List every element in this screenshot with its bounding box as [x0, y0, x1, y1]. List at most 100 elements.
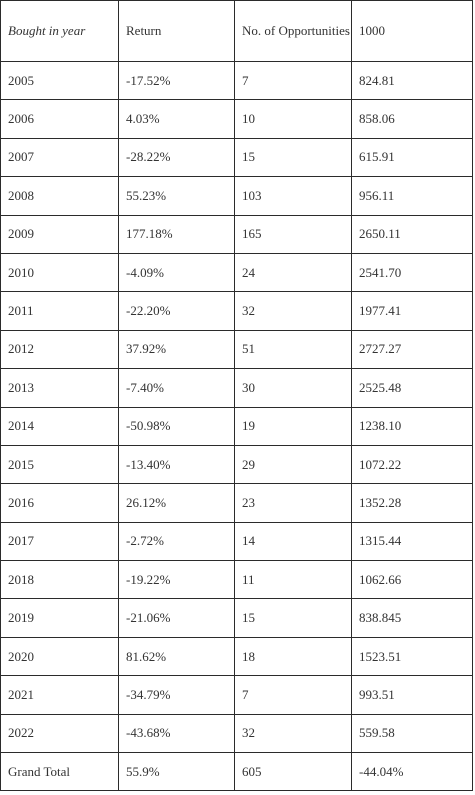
header-opportunities: No. of Opportunities — [234, 0, 352, 62]
cell-return: 177.18% — [118, 214, 235, 254]
cell-value: 1352.28 — [351, 483, 473, 523]
cell-year: 2016 — [0, 483, 119, 523]
cell-return: -43.68% — [118, 713, 235, 754]
header-year: Bought in year — [0, 0, 119, 62]
cell-year: 2013 — [0, 368, 119, 408]
grand-total-label: Grand Total — [0, 752, 119, 792]
cell-year: 2008 — [0, 176, 119, 216]
cell-return: 81.62% — [118, 636, 235, 677]
cell-year: 2019 — [0, 598, 119, 638]
cell-return: -50.98% — [118, 406, 235, 446]
cell-opportunities: 15 — [234, 137, 352, 178]
cell-opportunities: 15 — [234, 598, 352, 638]
header-value: 1000 — [351, 0, 473, 62]
table-row: 2014 -50.98% 19 1238.10 — [0, 406, 473, 446]
table-row: 2016 26.12% 23 1352.28 — [0, 483, 473, 523]
table-row: 2005 -17.52% 7 824.81 — [0, 60, 473, 101]
cell-return: -19.22% — [118, 560, 235, 600]
table-row: 2008 55.23% 103 956.11 — [0, 176, 473, 216]
table-row: 2017 -2.72% 14 1315.44 — [0, 521, 473, 562]
cell-opportunities: 11 — [234, 560, 352, 600]
table-row: 2022 -43.68% 32 559.58 — [0, 713, 473, 754]
cell-return: -7.40% — [118, 368, 235, 408]
header-row: Bought in year Return No. of Opportuniti… — [0, 0, 473, 62]
table-row: 2010 -4.09% 24 2541.70 — [0, 252, 473, 293]
cell-value: 1315.44 — [351, 521, 473, 562]
table-row: 2019 -21.06% 15 838.845 — [0, 598, 473, 638]
cell-value: 2727.27 — [351, 329, 473, 370]
cell-return: 4.03% — [118, 99, 235, 139]
cell-return: -4.09% — [118, 252, 235, 293]
cell-return: 37.92% — [118, 329, 235, 370]
grand-total-opportunities: 605 — [234, 752, 352, 792]
cell-year: 2011 — [0, 291, 119, 331]
grand-total-return: 55.9% — [118, 752, 235, 792]
cell-opportunities: 7 — [234, 675, 352, 715]
grand-total-value: -44.04% — [351, 752, 473, 792]
cell-year: 2014 — [0, 406, 119, 446]
cell-opportunities: 18 — [234, 636, 352, 677]
cell-value: 1072.22 — [351, 444, 473, 485]
table-row: 2006 4.03% 10 858.06 — [0, 99, 473, 139]
cell-return: -34.79% — [118, 675, 235, 715]
cell-value: 615.91 — [351, 137, 473, 178]
cell-return: -13.40% — [118, 444, 235, 485]
cell-opportunities: 14 — [234, 521, 352, 562]
cell-return: 55.23% — [118, 176, 235, 216]
cell-year: 2006 — [0, 99, 119, 139]
cell-value: 2650.11 — [351, 214, 473, 254]
table-row: 2018 -19.22% 11 1062.66 — [0, 560, 473, 600]
cell-year: 2020 — [0, 636, 119, 677]
cell-opportunities: 7 — [234, 60, 352, 101]
cell-value: 559.58 — [351, 713, 473, 754]
cell-opportunities: 19 — [234, 406, 352, 446]
cell-year: 2010 — [0, 252, 119, 293]
cell-opportunities: 103 — [234, 176, 352, 216]
cell-value: 1523.51 — [351, 636, 473, 677]
cell-opportunities: 32 — [234, 291, 352, 331]
cell-value: 2525.48 — [351, 368, 473, 408]
cell-value: 824.81 — [351, 60, 473, 101]
cell-value: 1238.10 — [351, 406, 473, 446]
cell-return: -21.06% — [118, 598, 235, 638]
cell-year: 2017 — [0, 521, 119, 562]
cell-value: 838.845 — [351, 598, 473, 638]
cell-year: 2012 — [0, 329, 119, 370]
cell-year: 2015 — [0, 444, 119, 485]
cell-opportunities: 29 — [234, 444, 352, 485]
cell-year: 2018 — [0, 560, 119, 600]
cell-opportunities: 30 — [234, 368, 352, 408]
cell-return: 26.12% — [118, 483, 235, 523]
table-row: 2007 -28.22% 15 615.91 — [0, 137, 473, 178]
table-row: 2013 -7.40% 30 2525.48 — [0, 368, 473, 408]
table-row: 2009 177.18% 165 2650.11 — [0, 214, 473, 254]
cell-value: 993.51 — [351, 675, 473, 715]
cell-value: 2541.70 — [351, 252, 473, 293]
table-row: 2021 -34.79% 7 993.51 — [0, 675, 473, 715]
cell-return: -28.22% — [118, 137, 235, 178]
cell-opportunities: 24 — [234, 252, 352, 293]
cell-opportunities: 51 — [234, 329, 352, 370]
cell-value: 1977.41 — [351, 291, 473, 331]
grand-total-row: Grand Total 55.9% 605 -44.04% — [0, 752, 473, 792]
cell-year: 2007 — [0, 137, 119, 178]
cell-year: 2009 — [0, 214, 119, 254]
cell-return: -17.52% — [118, 60, 235, 101]
table-row: 2015 -13.40% 29 1072.22 — [0, 444, 473, 485]
table-row: 2011 -22.20% 32 1977.41 — [0, 291, 473, 331]
table-body: 2005 -17.52% 7 824.81 2006 4.03% 10 858.06 2007-… — [0, 60, 473, 754]
cell-value: 858.06 — [351, 99, 473, 139]
cell-value: 1062.66 — [351, 560, 473, 600]
cell-opportunities: 10 — [234, 99, 352, 139]
cell-value: 956.11 — [351, 176, 473, 216]
header-return: Return — [118, 0, 235, 62]
cell-return: -2.72% — [118, 521, 235, 562]
table-row: 2020 81.62% 18 1523.51 — [0, 636, 473, 677]
cell-year: 2021 — [0, 675, 119, 715]
cell-opportunities: 32 — [234, 713, 352, 754]
cell-opportunities: 165 — [234, 214, 352, 254]
cell-return: -22.20% — [118, 291, 235, 331]
cell-year: 2005 — [0, 60, 119, 101]
cell-opportunities: 23 — [234, 483, 352, 523]
